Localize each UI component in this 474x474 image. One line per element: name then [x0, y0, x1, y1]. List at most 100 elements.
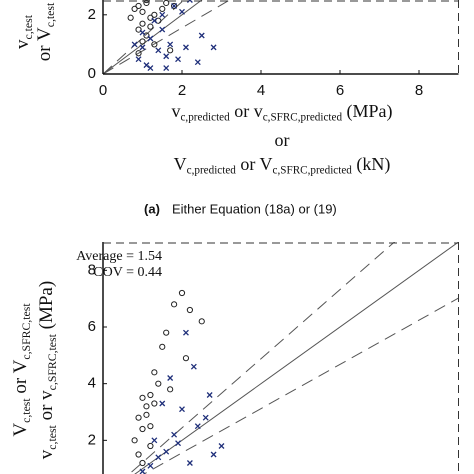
point [135, 414, 142, 421]
point [135, 2, 142, 10]
point [159, 5, 166, 12]
point [147, 35, 154, 42]
label-subscript: c,SFRC,predicted [263, 111, 343, 123]
label-part: or V [34, 27, 55, 61]
y-tick-label: 4 [88, 375, 96, 392]
point [135, 56, 142, 63]
point [147, 23, 154, 30]
point [127, 14, 134, 21]
point [147, 14, 154, 21]
point [139, 29, 146, 36]
label-subscript: c,test [19, 398, 32, 423]
point [139, 8, 146, 15]
point [143, 403, 150, 410]
point [194, 59, 201, 66]
y-tick-label: 8 [88, 261, 96, 278]
point [186, 460, 193, 466]
label-part: v [12, 39, 33, 49]
point [143, 411, 150, 418]
point [179, 406, 185, 413]
label-subscript: c,test [45, 424, 58, 449]
point [139, 425, 146, 433]
y-tick-label: 2 [88, 6, 96, 23]
point [135, 451, 142, 458]
label-part: V [174, 154, 187, 174]
plot-area [128, 242, 459, 474]
label-part: (kN) [352, 154, 391, 175]
x-tick-label: 0 [99, 82, 107, 99]
axis-label: or Vc,test [34, 2, 56, 61]
point [159, 11, 166, 18]
x-tick-label: 2 [178, 82, 186, 99]
label-part: (MPa) [36, 281, 57, 334]
point [139, 20, 146, 27]
x-tick-label: 6 [336, 82, 344, 99]
point [167, 386, 174, 393]
point [139, 459, 146, 467]
label-part: V [10, 423, 31, 437]
axis-label: Vc,test or Vc,SFRC,test [10, 303, 32, 437]
label-subscript: c,test [43, 2, 56, 27]
plot-area [103, 0, 231, 74]
axis-label: vc,predicted or vc,SFRC,predicted (MPa) [171, 101, 392, 123]
point [182, 329, 189, 336]
point [147, 442, 154, 450]
point [167, 47, 174, 54]
axis-label: vc,test [12, 14, 34, 49]
point [151, 369, 158, 376]
reference-line [103, 0, 185, 74]
point [171, 2, 178, 9]
point [151, 437, 158, 444]
point [143, 62, 150, 69]
point [194, 423, 201, 430]
point [143, 32, 150, 39]
point [143, 0, 150, 7]
point [202, 414, 209, 421]
axis-label: vc,test or vc,SFRC,test (MPa) [36, 281, 58, 459]
point [198, 318, 205, 325]
point [151, 41, 158, 48]
point [139, 44, 146, 51]
y-tick-label: 2 [88, 431, 96, 448]
point [186, 306, 193, 314]
point [159, 400, 166, 407]
point [147, 423, 154, 430]
point [163, 53, 170, 60]
point [147, 462, 154, 469]
point [175, 56, 182, 63]
point [175, 440, 182, 447]
label-part: or v [36, 390, 57, 425]
point [147, 65, 154, 72]
point [206, 392, 213, 398]
point [163, 329, 170, 336]
point [155, 380, 162, 387]
label-part: (MPa) [342, 101, 393, 122]
label-part: or V [236, 154, 273, 174]
label-subscript: c,predicted [180, 111, 230, 123]
annotation: COV = 0.44 [93, 265, 162, 280]
point [167, 41, 174, 48]
point [179, 8, 185, 15]
point [143, 0, 150, 4]
point [218, 443, 225, 449]
point [139, 468, 146, 474]
x-tick-label: 8 [415, 82, 423, 99]
reference-line [103, 0, 203, 74]
point [167, 375, 174, 381]
label-part: v [171, 101, 180, 121]
caption-label: (a) [144, 201, 160, 216]
label-subscript: c,SFRC,test [19, 303, 32, 360]
point [190, 363, 197, 370]
point [171, 2, 178, 10]
y-tick-label: 0 [88, 65, 96, 82]
point [210, 451, 217, 458]
point [171, 431, 178, 438]
label-part: v [36, 449, 57, 459]
point [147, 391, 154, 399]
point [155, 17, 162, 24]
point [151, 17, 158, 24]
point [131, 5, 138, 12]
point [135, 50, 142, 57]
point [210, 44, 217, 51]
